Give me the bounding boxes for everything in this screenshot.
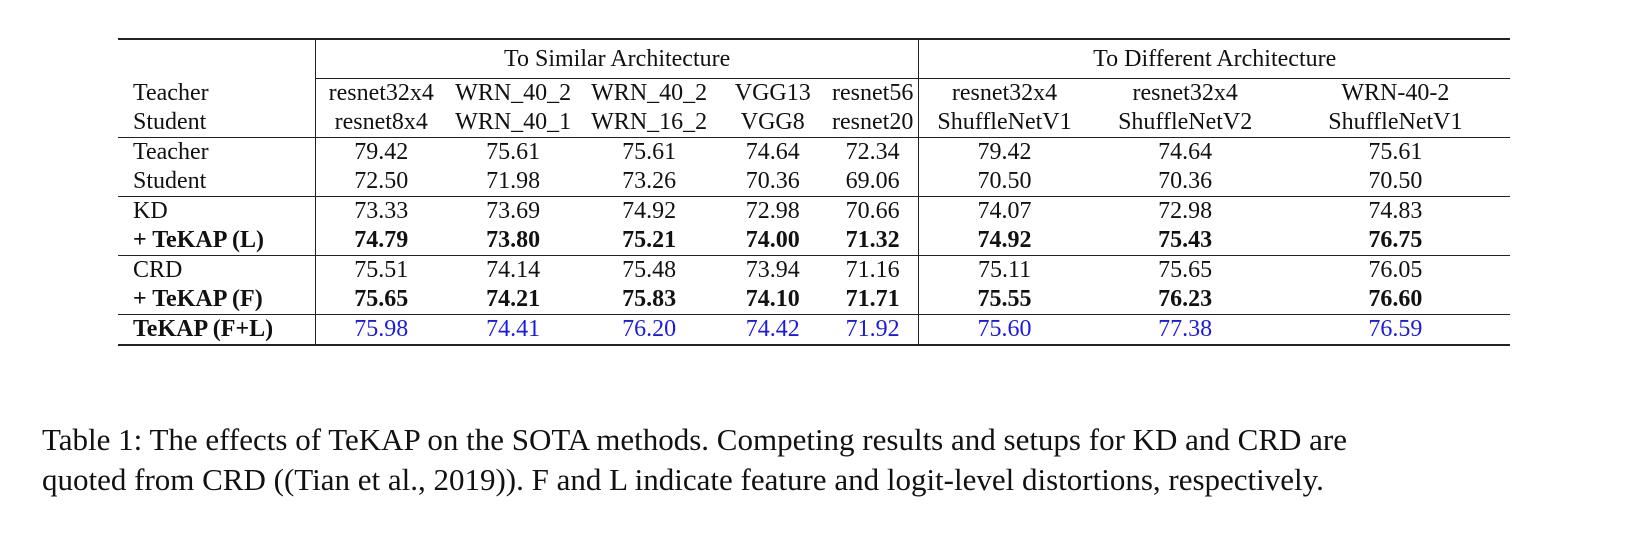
table-cell: 75.61 xyxy=(579,137,719,167)
table-cell: 77.38 xyxy=(1089,314,1281,346)
row-label: + TeKAP (F) xyxy=(133,286,263,312)
table-row: + TeKAP (L) 74.79 73.80 75.21 74.00 71.32 74.9… xyxy=(118,226,1510,256)
student-arch-2: WRN_40_1 xyxy=(455,109,572,135)
table-cell: 74.79 xyxy=(314,226,447,256)
table-cell: 76.60 xyxy=(1368,286,1423,312)
table-row: KD 73.33 73.69 74.92 72.98 70.66 74.07 72.98 74.… xyxy=(118,196,1510,226)
row-label: TeKAP (F+L) xyxy=(118,314,316,346)
caption-line-2: quoted from CRD ((Tian et al., 2019)). F… xyxy=(42,462,1324,497)
row-label: Student xyxy=(133,168,207,194)
table-cell: 74.41 xyxy=(446,314,580,346)
table-cell: 72.50 xyxy=(314,167,447,197)
table-cell: 70.66 xyxy=(826,196,919,226)
results-table: To Similar Architecture To Different Arch… xyxy=(118,38,1510,346)
table-cell: 76.20 xyxy=(579,314,719,346)
table-cell: 72.98 xyxy=(1089,196,1281,226)
table-cell: 74.07 xyxy=(918,196,1090,226)
teacher-arch-4: VGG13 xyxy=(734,80,811,106)
row-label: CRD xyxy=(118,255,316,285)
table-cell: 75.48 xyxy=(579,255,719,285)
table-cell: 74.92 xyxy=(579,196,719,226)
table-cell: 70.36 xyxy=(1158,168,1213,194)
table-cell: 70.50 xyxy=(1368,168,1423,194)
table-cell: 75.21 xyxy=(622,227,677,253)
table-cell: 75.55 xyxy=(918,285,1090,315)
table-cell: 71.16 xyxy=(826,255,919,285)
table-cell: 69.06 xyxy=(845,168,900,194)
table-cell: 75.98 xyxy=(314,314,447,346)
teacher-arch-5: resnet56 xyxy=(832,80,914,106)
group-header-empty xyxy=(118,38,316,79)
student-arch-3: WRN_16_2 xyxy=(591,109,708,135)
table-cell: 75.51 xyxy=(314,255,447,285)
group-header-different: To Different Architecture xyxy=(918,38,1510,79)
table-cell: 71.98 xyxy=(486,168,541,194)
results-table-body: To Similar Architecture To Different Arch… xyxy=(118,38,1510,346)
table-cell: 74.10 xyxy=(745,286,800,312)
student-arch-7: ShuffleNetV2 xyxy=(1118,109,1253,135)
student-arch-8: ShuffleNetV1 xyxy=(1328,109,1463,135)
table-cell: 75.61 xyxy=(446,137,580,167)
table-cell: 73.33 xyxy=(314,196,447,226)
teacher-arch-2: WRN_40_2 xyxy=(455,80,572,106)
table-cell: 76.23 xyxy=(1158,286,1213,312)
caption-line-1: Table 1: The effects of TeKAP on the SOT… xyxy=(42,422,1348,457)
student-arch-5: resnet20 xyxy=(832,109,914,135)
table-cell: 73.26 xyxy=(622,168,677,194)
teacher-arch-3: WRN_40_2 xyxy=(591,80,708,106)
table-row: TeKAP (F+L) 75.98 74.41 76.20 74.42 71.92 75.6… xyxy=(118,314,1510,346)
table-cell: 79.42 xyxy=(918,137,1090,167)
student-arch-6: ShuffleNetV1 xyxy=(918,108,1090,138)
table-cell: 73.80 xyxy=(486,227,541,253)
table-cell: 74.42 xyxy=(718,314,827,346)
teacher-arch-1: resnet32x4 xyxy=(314,78,447,108)
teacher-arch-8: WRN-40-2 xyxy=(1341,80,1450,106)
table-cell: 76.05 xyxy=(1280,255,1510,285)
table-cell: 74.00 xyxy=(745,227,800,253)
table-cell: 76.75 xyxy=(1368,227,1423,253)
row-label: KD xyxy=(118,196,316,226)
table-cell: 75.61 xyxy=(1280,137,1510,167)
table-cell: 70.36 xyxy=(745,168,800,194)
table-cell: 75.83 xyxy=(622,286,677,312)
group-header-similar: To Similar Architecture xyxy=(314,38,919,79)
student-arch-4: VGG8 xyxy=(740,109,805,135)
table-row: Student 72.50 71.98 73.26 70.36 69.06 70.50 70.… xyxy=(118,167,1510,197)
table-cell: 75.60 xyxy=(918,314,1090,346)
table-cell: 73.94 xyxy=(718,255,827,285)
table-cell: 75.65 xyxy=(314,285,447,315)
table-cell: 73.69 xyxy=(446,196,580,226)
table-cell: 75.65 xyxy=(1089,255,1281,285)
table-cell: 71.32 xyxy=(845,227,900,253)
table-cell: 71.71 xyxy=(845,286,900,312)
table-cell: 74.92 xyxy=(918,226,1090,256)
table-cell: 74.21 xyxy=(486,286,541,312)
table-row: CRD 75.51 74.14 75.48 73.94 71.16 75.11 75.65 76… xyxy=(118,255,1510,285)
arch-teacher-row-label: Teacher xyxy=(133,79,209,106)
group-header-row: To Similar Architecture To Different Arch… xyxy=(118,38,1510,79)
table-caption: Table 1: The effects of TeKAP on the SOT… xyxy=(42,420,1602,500)
table-cell: 72.34 xyxy=(826,137,919,167)
arch-student-row-label: Student xyxy=(133,109,207,135)
table-cell: 74.14 xyxy=(446,255,580,285)
arch-teacher-row: Teacher resnet32x4 WRN_40_2 WRN_40_2 VGG13 re… xyxy=(118,78,1510,108)
row-label: Teacher xyxy=(118,137,316,167)
table-cell: 74.83 xyxy=(1280,196,1510,226)
table-cell: 79.42 xyxy=(314,137,447,167)
table-cell: 74.64 xyxy=(718,137,827,167)
arch-student-row: Student resnet8x4 WRN_40_1 WRN_16_2 VGG8 resn… xyxy=(118,108,1510,138)
teacher-arch-6: resnet32x4 xyxy=(918,78,1090,108)
table-cell: 75.11 xyxy=(918,255,1090,285)
table-cell: 74.64 xyxy=(1089,137,1281,167)
table-row: + TeKAP (F) 75.65 74.21 75.83 74.10 71.71 75.5… xyxy=(118,285,1510,315)
student-arch-1: resnet8x4 xyxy=(314,108,447,138)
table-cell: 72.98 xyxy=(718,196,827,226)
table-cell: 75.43 xyxy=(1158,227,1213,253)
teacher-arch-7: resnet32x4 xyxy=(1132,80,1238,106)
table-row: Teacher 79.42 75.61 75.61 74.64 72.34 79.42 74.… xyxy=(118,137,1510,167)
row-label: + TeKAP (L) xyxy=(133,227,265,253)
table-cell: 71.92 xyxy=(826,314,919,346)
table-cell: 70.50 xyxy=(918,167,1090,197)
table-cell: 76.59 xyxy=(1280,314,1510,346)
